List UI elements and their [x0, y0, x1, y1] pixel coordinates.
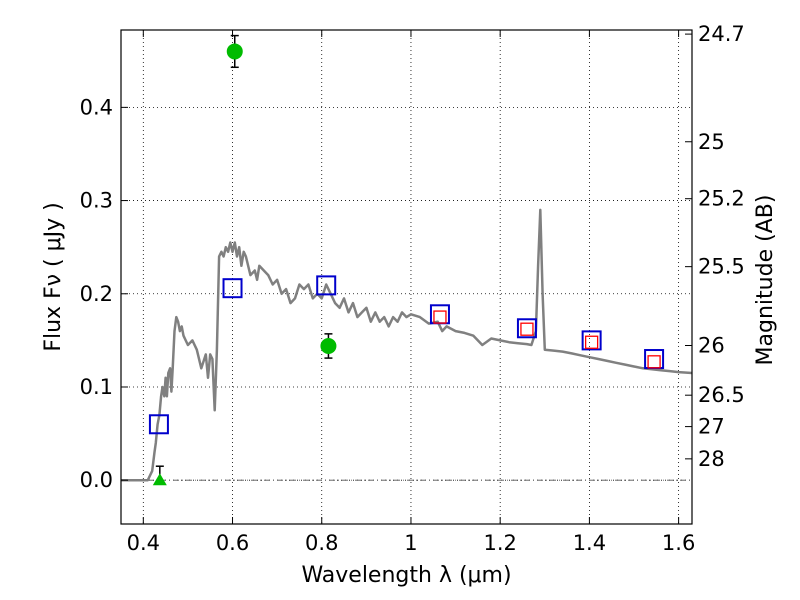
upper-limit-triangle: [152, 473, 167, 486]
x-axis-label: Wavelength λ (μm): [301, 563, 511, 588]
model-spectrum-line: [121, 208, 693, 482]
plot-frame: [120, 29, 693, 525]
y-tick-label: 0.0: [80, 468, 113, 492]
observed-square: [584, 335, 599, 349]
observed-square: [520, 322, 534, 336]
y-tick-label: 0.2: [80, 282, 113, 306]
model-photometry-square: [516, 318, 537, 339]
y2-tick-label: 24.7: [698, 22, 745, 46]
y2-axis-label: Magnitude (AB): [753, 195, 778, 366]
x-tick-label: 0.6: [216, 531, 249, 555]
y2-tick-label: 27: [698, 415, 725, 439]
model-photometry-square: [581, 330, 602, 351]
x-tick-label: 0.4: [127, 531, 160, 555]
series-layer: [121, 34, 693, 486]
y2-tick-label: 26: [698, 334, 725, 358]
y-tick-label: 0.3: [80, 189, 113, 213]
y-axis-label: Flux Fν ( μJy ): [41, 202, 66, 351]
y-tick-label: 0.4: [80, 95, 113, 119]
observed-square: [647, 355, 661, 369]
axes: 0.4 0.6 0.8 1 1.2 1.4 1.6 0.0 0.1 0.2 0.3 0.4 24.7 25…: [80, 22, 745, 555]
y2-tick-label: 25.5: [698, 255, 745, 279]
model-photometry-square: [148, 414, 169, 435]
grid-lines: [121, 30, 692, 524]
x-tick-label: 0.8: [305, 531, 338, 555]
x-tick-label: 1.2: [483, 531, 516, 555]
observed-point: [226, 43, 243, 60]
x-tick-label: 1: [404, 531, 417, 555]
y-tick-label: 0.1: [80, 375, 113, 399]
y2-tick-label: 25.2: [698, 187, 745, 211]
y2-tick-label: 25: [698, 130, 725, 154]
observed-point: [320, 337, 337, 354]
observed-square: [433, 310, 447, 324]
model-photometry-square: [222, 278, 243, 299]
y2-tick-label: 26.5: [698, 383, 745, 407]
y2-tick-label: 28: [698, 447, 725, 471]
x-tick-label: 1.6: [662, 531, 695, 555]
model-photometry-square: [316, 275, 337, 296]
x-tick-label: 1.4: [573, 531, 606, 555]
